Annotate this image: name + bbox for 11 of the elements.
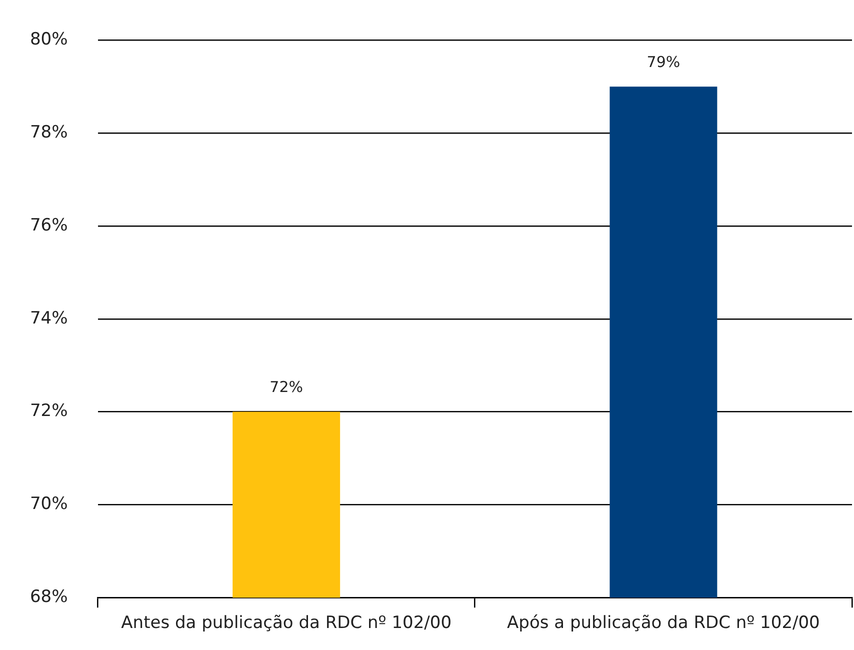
data-label: 72% <box>270 378 304 396</box>
y-tick-label: 76% <box>30 215 68 236</box>
x-tick-label: Antes da publicação da RDC nº 102/00 <box>121 613 452 634</box>
y-tick-label: 70% <box>30 494 68 514</box>
y-tick-label: 78% <box>30 122 68 143</box>
y-tick-label: 80% <box>30 30 68 50</box>
y-tick-label: 74% <box>30 308 68 328</box>
data-label: 79% <box>646 53 680 72</box>
y-tick-label: 68% <box>30 587 68 608</box>
y-tick-label: 72% <box>30 401 68 422</box>
x-tick-label: Após a publicação da RDC nº 102/00 <box>507 613 820 634</box>
